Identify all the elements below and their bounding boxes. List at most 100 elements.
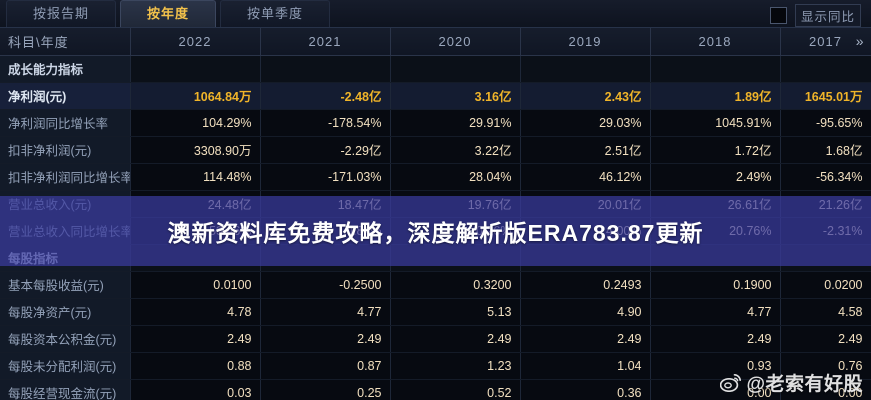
- table-cell: 4.77: [260, 298, 391, 326]
- table-cell: 2.49: [520, 325, 651, 353]
- table-cell: 0.00: [650, 379, 781, 400]
- table-cell: 0.93: [650, 352, 781, 380]
- tab-by-year[interactable]: 按年度: [120, 0, 217, 27]
- table-cell: 28.04%: [390, 163, 521, 191]
- table-cell: 29.91%: [390, 109, 521, 137]
- table-cell: 1.89亿: [650, 82, 781, 110]
- column-header-year-2018[interactable]: 2018: [650, 28, 781, 56]
- row-label: 净利润同比增长率: [0, 109, 131, 137]
- column-header-year-2017[interactable]: 2017»: [780, 28, 871, 56]
- table-cell: 0.84%: [260, 217, 391, 245]
- table-cell: 4.78: [130, 298, 261, 326]
- table-row: 每股经营现金流(元) 0.03 0.25 0.52 0.36 0.00 0.00: [0, 379, 871, 400]
- financial-table-container: 科目\年度 2022 2021 2020 2019 2018 2017» 成长能力指标 净利润(…: [0, 28, 871, 400]
- row-label: 成长能力指标: [0, 55, 131, 83]
- chevron-double-right-icon[interactable]: »: [855, 33, 865, 50]
- table-cell: 1645.01万: [780, 82, 871, 110]
- table-cell: [520, 244, 651, 272]
- table-cell: [130, 55, 261, 83]
- table-cell: 0.0100: [130, 271, 261, 299]
- table-cell: 3.16亿: [390, 82, 521, 110]
- table-cell: 2.49: [780, 325, 871, 353]
- tab-by-report-period[interactable]: 按报告期: [6, 0, 117, 27]
- table-cell: 20.76%: [650, 217, 781, 245]
- table-cell: 0.26%: [390, 217, 521, 245]
- table-cell: 0.88: [130, 352, 261, 380]
- table-cell: 0.52: [390, 379, 521, 400]
- table-cell: 2.49%: [650, 163, 781, 191]
- table-cell: 20.01亿: [520, 190, 651, 218]
- toolbar-right: 显示同比: [769, 4, 861, 27]
- row-label: 每股未分配利润(元): [0, 352, 131, 380]
- column-header-year-2020[interactable]: 2020: [390, 28, 521, 56]
- table-cell: [130, 244, 261, 272]
- table-cell: [390, 55, 521, 83]
- table-cell: 1.04: [520, 352, 651, 380]
- table-cell: [780, 55, 871, 83]
- show-yoy-checkbox[interactable]: [769, 7, 787, 24]
- table-cell: 0.3200: [390, 271, 521, 299]
- table-cell: 1064.84万: [130, 82, 261, 110]
- table-cell: 0.76: [780, 352, 871, 380]
- table-cell: 5.13: [390, 298, 521, 326]
- row-label: 每股经营现金流(元): [0, 379, 131, 400]
- period-tab-bar: 按报告期 按年度 按单季度 显示同比: [0, 0, 871, 28]
- row-label: 营业总收入同比增长率: [0, 217, 131, 245]
- table-cell: 104.29%: [130, 109, 261, 137]
- table-cell: -95.65%: [780, 109, 871, 137]
- table-cell: [390, 244, 521, 272]
- table-cell: 29.03%: [520, 109, 651, 137]
- table-cell: 0.03: [130, 379, 261, 400]
- table-row: 每股未分配利润(元) 0.88 0.87 1.23 1.04 0.93 0.76: [0, 352, 871, 380]
- table-cell: -171.03%: [260, 163, 391, 191]
- table-cell: 2.49: [260, 325, 391, 353]
- row-label: 扣非净利润同比增长率: [0, 163, 131, 191]
- table-cell: 0.87: [260, 352, 391, 380]
- table-cell: 2.49: [390, 325, 521, 353]
- table-cell: 2.43亿: [520, 82, 651, 110]
- show-yoy-label[interactable]: 显示同比: [794, 4, 861, 27]
- table-cell: 0.2493: [520, 271, 651, 299]
- table-row: 扣非净利润同比增长率 114.48% -171.03% 28.04% 46.12% 2.4…: [0, 163, 871, 191]
- table-cell: 4.90: [520, 298, 651, 326]
- table-cell: 114.48%: [130, 163, 261, 191]
- financial-table: 科目\年度 2022 2021 2020 2019 2018 2017» 成长能力指标 净利润(…: [0, 28, 871, 400]
- table-cell: 3.22亿: [390, 136, 521, 164]
- table-cell: [260, 55, 391, 83]
- table-body: 科目\年度 2022 2021 2020 2019 2018 2017» 成长能力指标 净利润(…: [0, 28, 871, 400]
- column-header-year-2022[interactable]: 2022: [130, 28, 261, 56]
- table-cell: 53.46%: [130, 217, 261, 245]
- row-label: 营业总收入(元): [0, 190, 131, 218]
- table-row: 净利润(元) 1064.84万 -2.48亿 3.16亿 2.43亿 1.89亿 1645.…: [0, 82, 871, 110]
- table-cell: 21.26亿: [780, 190, 871, 218]
- tab-by-single-quarter[interactable]: 按单季度: [220, 0, 331, 27]
- table-row: 每股资本公积金(元) 2.49 2.49 2.49 2.49 2.49 2.49: [0, 325, 871, 353]
- table-cell: 24.48亿: [130, 190, 261, 218]
- table-cell: 46.12%: [520, 163, 651, 191]
- table-cell: [780, 244, 871, 272]
- table-cell: [260, 244, 391, 272]
- table-cell: [650, 55, 781, 83]
- table-row: 扣非净利润(元) 3308.90万 -2.29亿 3.22亿 2.51亿 1.72亿 1.6…: [0, 136, 871, 164]
- table-cell: 4.58: [780, 298, 871, 326]
- table-row: 营业总收入(元) 24.48亿 18.47亿 19.76亿 20.01亿 26.61亿 21…: [0, 190, 871, 218]
- row-label: 净利润(元): [0, 82, 131, 110]
- table-cell: 2.51亿: [520, 136, 651, 164]
- table-cell: 1.68亿: [780, 136, 871, 164]
- column-header-year-2019[interactable]: 2019: [520, 28, 651, 56]
- row-label: 每股资本公积金(元): [0, 325, 131, 353]
- table-cell: 0.25: [260, 379, 391, 400]
- table-cell: 0.36: [520, 379, 651, 400]
- table-section-row: 每股指标: [0, 244, 871, 272]
- row-label: 基本每股收益(元): [0, 271, 131, 299]
- table-cell: 18.47亿: [260, 190, 391, 218]
- table-header-row: 科目\年度 2022 2021 2020 2019 2018 2017»: [0, 28, 871, 56]
- table-cell: 2.49: [650, 325, 781, 353]
- table-cell: -2.31%: [780, 217, 871, 245]
- column-header-year-2021[interactable]: 2021: [260, 28, 391, 56]
- row-label: 扣非净利润(元): [0, 136, 131, 164]
- table-cell: 1.23: [390, 352, 521, 380]
- table-cell: 1.72亿: [650, 136, 781, 164]
- table-corner-label: 科目\年度: [0, 28, 131, 56]
